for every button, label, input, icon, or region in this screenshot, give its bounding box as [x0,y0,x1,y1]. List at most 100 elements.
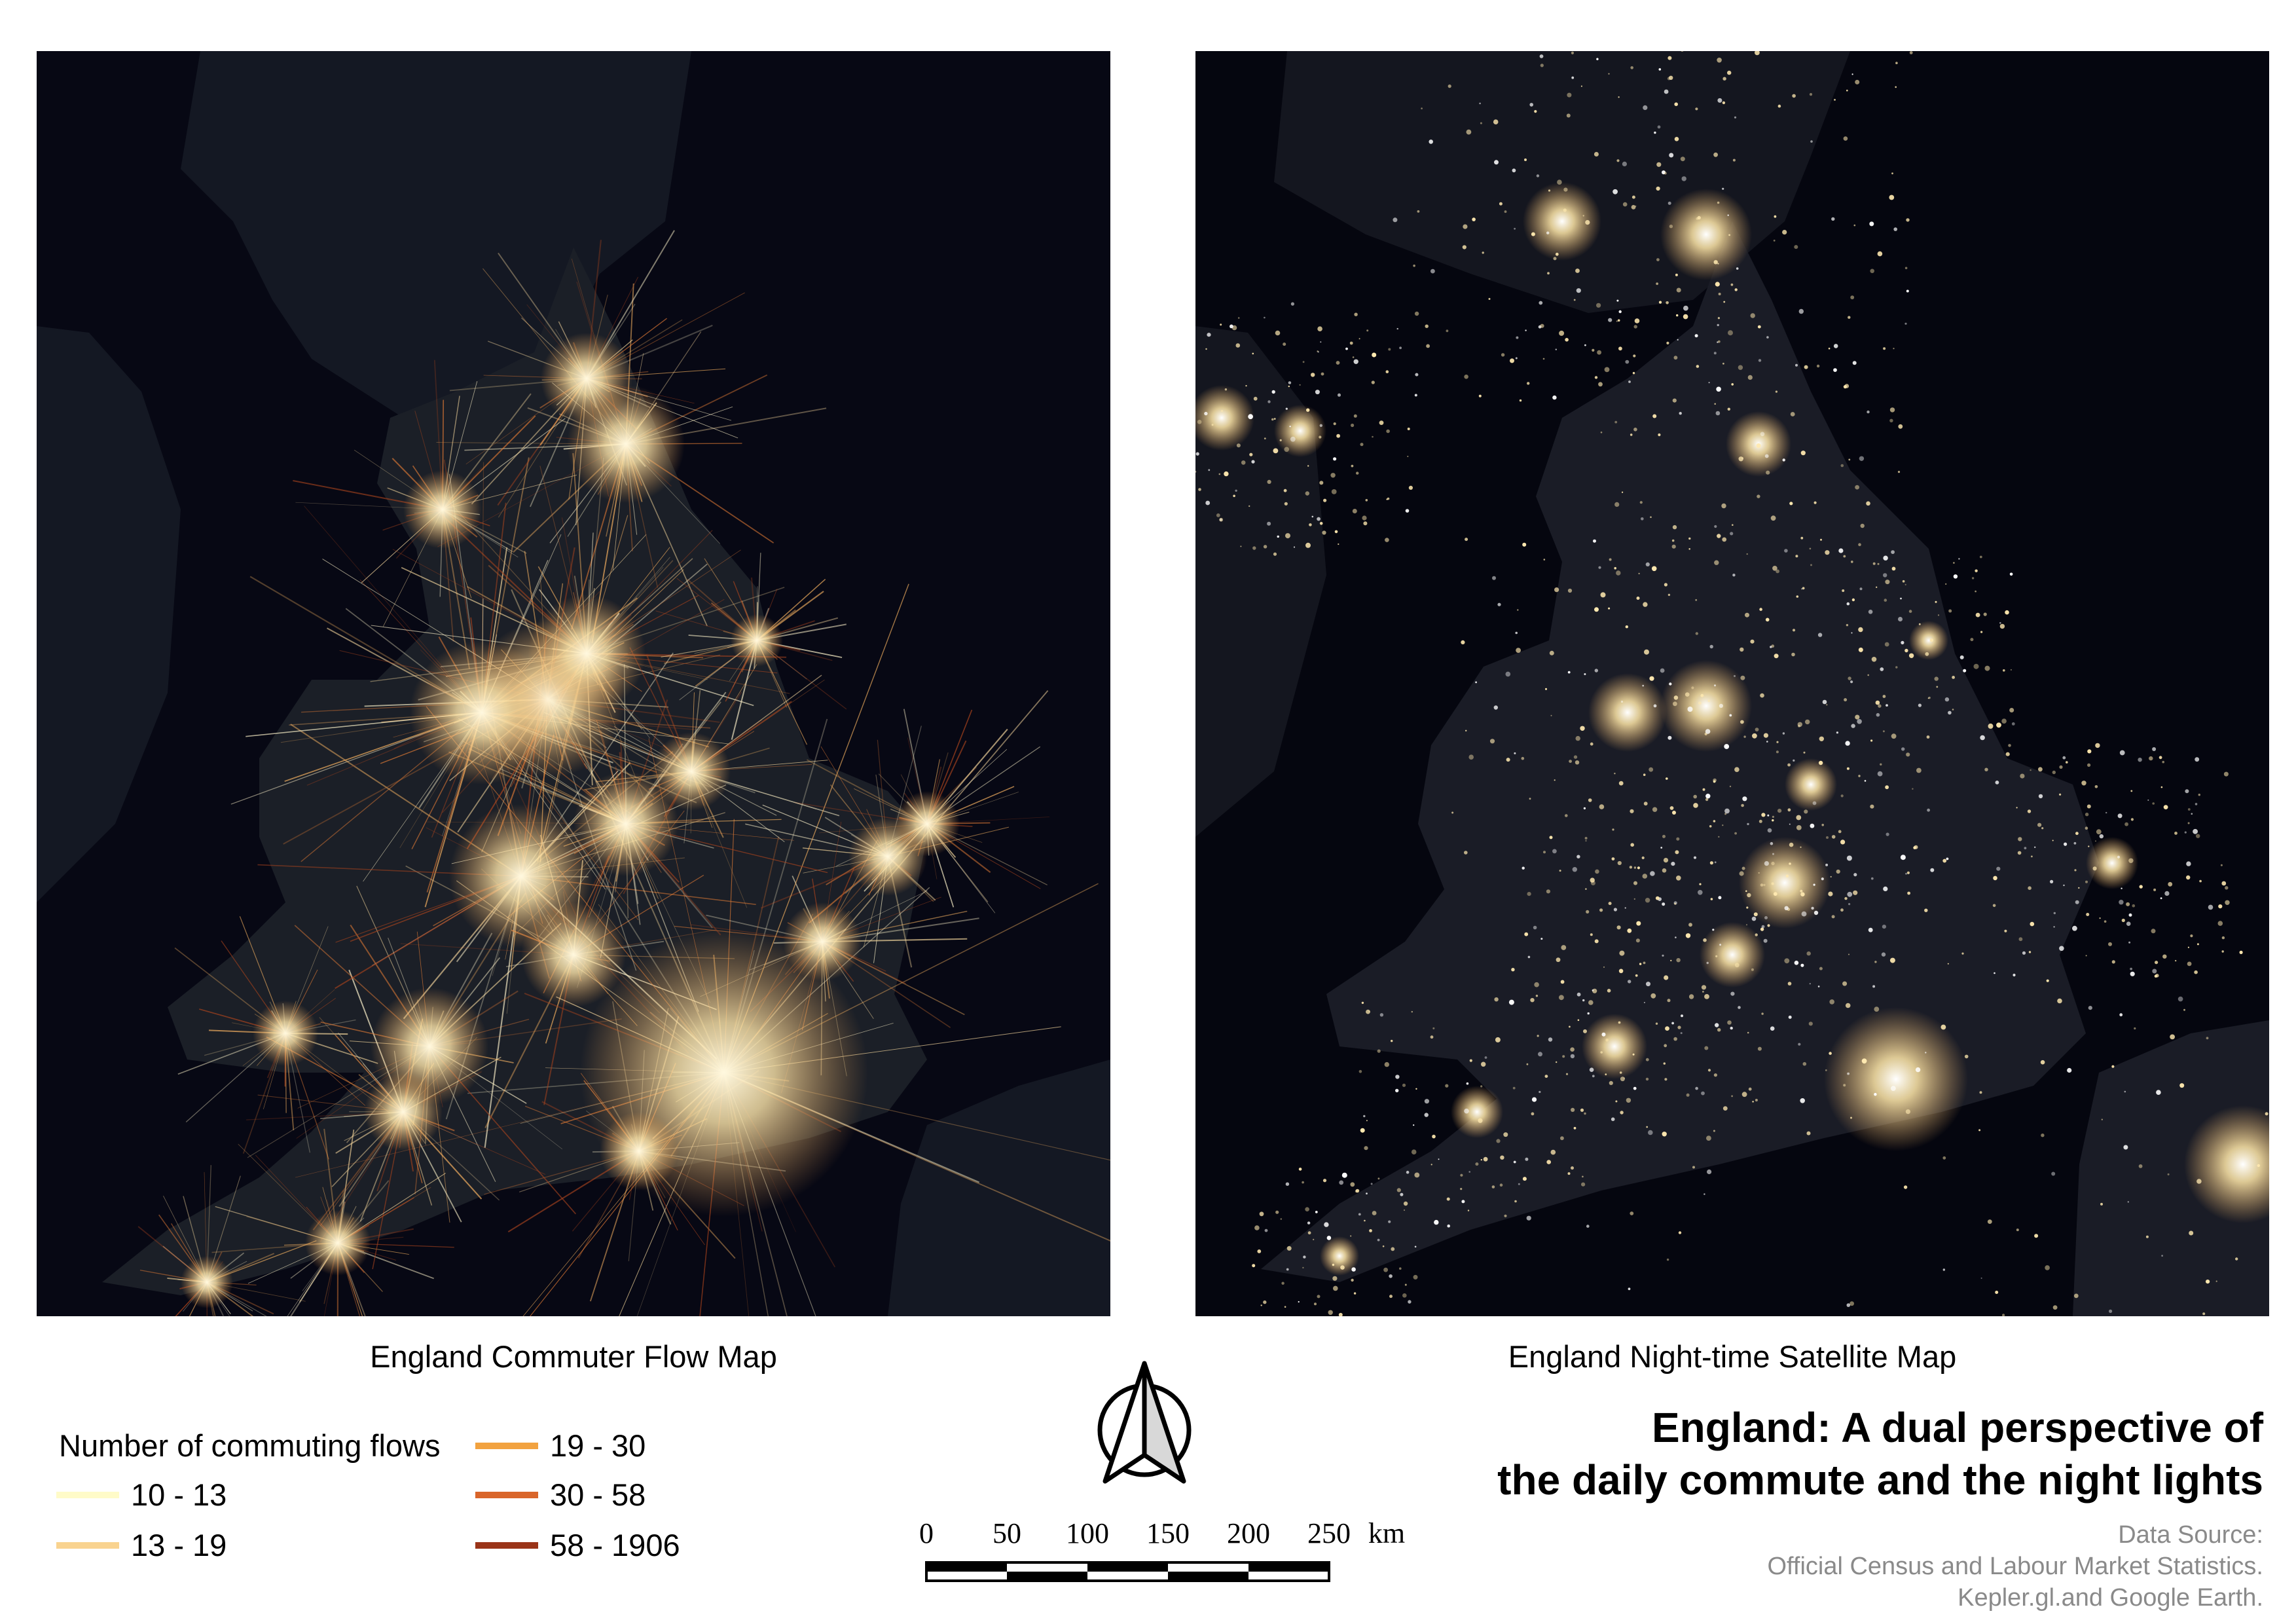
city-light-dot [1643,105,1648,110]
city-light-dot [1747,1031,1749,1034]
city-light-dot [1717,317,1720,320]
city-light-dot [1796,595,1799,598]
city-light-dot [1669,75,1673,80]
city-light-dot [1524,932,1529,936]
city-light-dot [1782,230,1787,235]
city-light-dot [1707,699,1711,703]
city-light-dot [1996,722,2001,728]
city-light-dot [1667,999,1671,1003]
city-light-dot [1905,872,1907,875]
city-light-dot [1504,1214,1507,1217]
city-light-dot [1559,330,1565,336]
city-light-dot [2086,804,2091,809]
legend-label: 58 - 1906 [550,1528,680,1562]
city-light-dot [1948,710,1952,715]
city-light-dot [1963,669,1967,673]
city-light-dot [1273,552,1277,556]
city-light-dot [2059,765,2063,769]
city-light-dot [2151,929,2156,934]
city-light-glow [1739,837,1831,929]
city-light-dot [1764,916,1768,919]
city-light-dot [1695,632,1698,635]
city-light-dot [1480,1085,1483,1088]
city-light-dot [1650,516,1652,518]
city-light-dot [1889,418,1893,422]
city-light-dot [1341,1172,1347,1178]
city-light-dot [1900,597,1902,600]
city-light-dot [2223,771,2229,777]
city-light-dot [1852,361,1857,365]
city-light-dot [1980,631,1983,633]
city-light-dot [1469,1059,1472,1062]
city-light-dot [1738,1006,1741,1009]
city-light-dot [1709,861,1713,865]
city-light-dot [1882,730,1885,733]
city-light-dot [1379,420,1384,425]
city-light-dot [1290,436,1296,442]
city-light-dot [1676,287,1681,293]
city-light-dot [2081,781,2086,786]
city-light-dot [1848,903,1851,906]
city-light-dot [1289,426,1291,428]
city-light-dot [1399,1267,1402,1270]
flow-hubs [181,333,960,1308]
city-light-dot [1633,1086,1637,1090]
city-light-dot [1635,205,1637,207]
city-light-dot [1665,1026,1669,1031]
city-light-dot [2062,756,2066,760]
city-light-dot [2059,946,2064,951]
city-light-dot [1802,1061,1807,1066]
city-light-dot [1677,1025,1681,1029]
city-light-dot [1872,562,1876,565]
city-light-dot [1800,451,1806,456]
city-light-dot [1916,767,1922,773]
city-light-dot [1351,464,1354,468]
city-light-dot [1618,781,1624,786]
city-light-dot [1695,107,1698,111]
city-light-dot [1775,390,1777,393]
city-light-dot [1800,536,1804,540]
city-light-dot [1904,267,1908,270]
city-light-dot [2128,858,2134,864]
city-light-dot [1656,162,1662,167]
city-light-dot [1973,663,1979,669]
city-light-dot [1248,505,1250,507]
city-light-dot [2239,950,2243,954]
city-light-dot [1218,473,1221,475]
city-light-dot [1630,66,1633,69]
city-light-dot [1633,354,1636,358]
city-light-dot [1718,293,1721,295]
city-light-dot [1673,701,1677,707]
city-light-dot [1858,647,1863,652]
city-light-dot [1764,454,1769,458]
city-light-dot [1731,1095,1733,1098]
city-light-dot [1713,820,1716,822]
city-light-dot [1804,809,1808,814]
city-light-dot [1777,809,1782,813]
city-light-dot [1692,1166,1695,1169]
city-light-dot [1761,1012,1764,1015]
city-light-dot [1263,1300,1267,1304]
city-light-dot [1809,547,1812,550]
city-light-dot [1596,303,1601,308]
city-light-dot [1286,1246,1292,1251]
city-light-dot [1680,1032,1683,1035]
city-light-dot [1414,394,1417,397]
city-light-dot [1702,991,1704,993]
city-light-dot [1663,858,1669,863]
city-light-dot [2009,708,2014,712]
city-light-dot [1508,999,1514,1005]
city-light-dot [2257,1164,2260,1168]
city-light-dot [1724,744,1730,749]
city-light-dot [1831,217,1835,221]
city-light-dot [1663,1062,1666,1065]
city-light-dot [1633,866,1637,869]
city-light-dot [1468,754,1474,760]
city-light-dot [1385,538,1389,542]
city-light-dot [1542,358,1545,360]
city-light-dot [2161,1255,2163,1257]
city-light-dot [2005,752,2010,756]
city-light-dot [2145,1235,2149,1238]
city-light-dot [1686,1093,1690,1097]
legend-label: 30 - 58 [550,1477,646,1512]
